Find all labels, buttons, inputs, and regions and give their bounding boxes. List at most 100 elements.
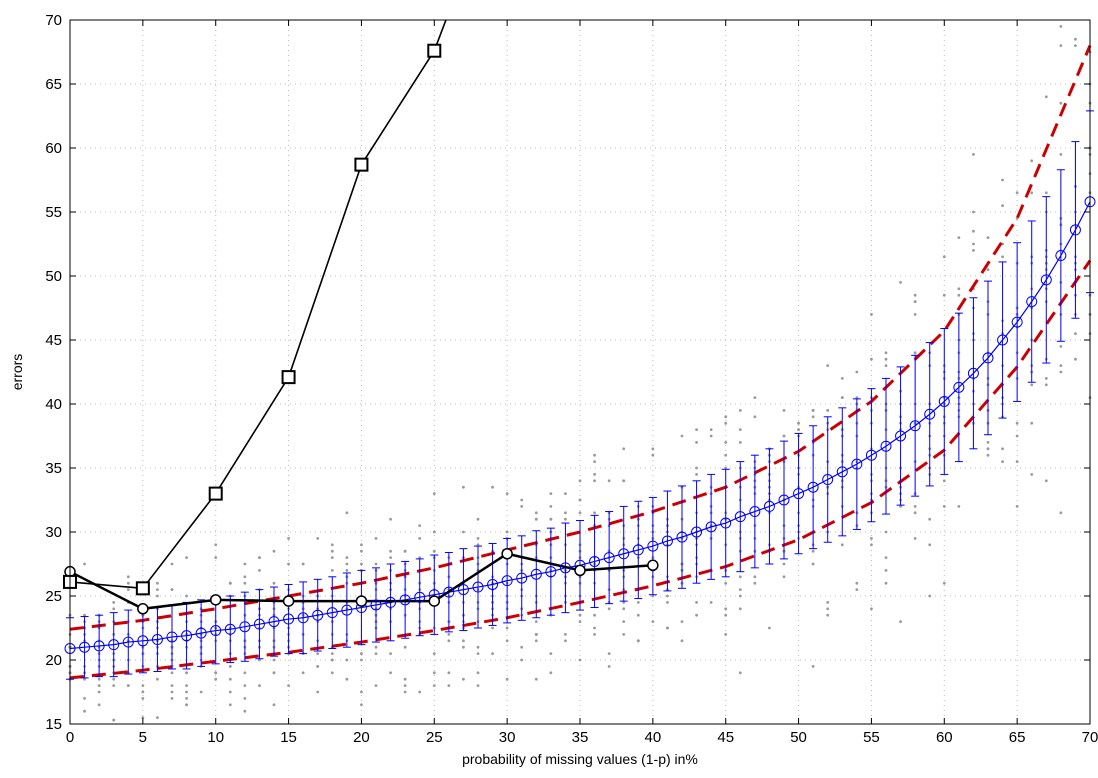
scatter-point xyxy=(272,671,276,675)
scatter-point xyxy=(695,441,698,444)
scatter-point xyxy=(768,626,771,630)
mean-point xyxy=(938,395,950,407)
scatter-point xyxy=(1001,255,1004,259)
mean-point xyxy=(443,586,455,598)
scatter-point xyxy=(666,601,669,604)
x-tick-label: 10 xyxy=(207,729,224,746)
scatter-point xyxy=(724,613,728,617)
mean-point xyxy=(137,635,149,647)
scatter-point xyxy=(855,396,859,399)
x-tick-label: 40 xyxy=(645,729,662,746)
square-point xyxy=(208,486,223,501)
scatter-point xyxy=(330,671,334,675)
scatter-point xyxy=(505,492,509,495)
mean-point xyxy=(778,494,790,506)
y-tick-label: 20 xyxy=(45,652,62,669)
scatter-point xyxy=(185,690,188,694)
mean-point xyxy=(1026,296,1038,308)
scatter-point xyxy=(97,690,101,694)
mean-point xyxy=(239,621,251,633)
x-tick-label: 50 xyxy=(790,729,807,746)
scatter-point xyxy=(126,581,130,585)
scatter-point xyxy=(797,428,800,431)
tick-labels: 0 5 10 15 20 25 30 35 40 45 50 55 60 65 70 15 20 25 30 35 40… xyxy=(45,12,1098,746)
y-tick-label: 45 xyxy=(45,332,62,349)
mean-point xyxy=(385,596,397,608)
scatter-point xyxy=(112,677,116,681)
scatter-point xyxy=(680,434,684,438)
scatter-point xyxy=(1074,37,1077,41)
scatter-point xyxy=(1015,421,1019,425)
scatter-point xyxy=(403,690,407,694)
scatter-point xyxy=(97,677,101,681)
y-tick-label: 30 xyxy=(45,524,62,541)
scatter-point xyxy=(243,581,247,585)
scatter-point xyxy=(1059,364,1063,367)
scatter-point xyxy=(112,684,116,687)
scatter-point xyxy=(505,626,509,630)
scatter-point xyxy=(695,601,698,604)
scatter-point xyxy=(942,479,946,483)
scatter-point xyxy=(593,633,596,636)
scatter-point xyxy=(476,517,480,521)
scatter-point xyxy=(462,485,465,489)
scatter-point xyxy=(228,665,232,668)
scatter-point xyxy=(462,677,465,681)
scatter-point xyxy=(534,633,538,636)
scatter-point xyxy=(126,588,130,591)
scatter-point xyxy=(199,690,203,694)
scatter-point xyxy=(432,684,436,687)
scatter-point xyxy=(1001,204,1004,208)
scatter-point xyxy=(520,645,524,649)
scatter-points xyxy=(68,25,1092,722)
scatter-point xyxy=(986,268,990,271)
scatter-point xyxy=(695,613,698,617)
scatter-point xyxy=(360,562,363,566)
scatter-point xyxy=(1074,332,1077,335)
scatter-point xyxy=(870,357,873,361)
scatter-point xyxy=(1015,460,1019,463)
mean-point xyxy=(370,599,382,611)
x-tick-label: 20 xyxy=(353,729,370,746)
scatter-point xyxy=(826,607,830,611)
scatter-point xyxy=(534,677,538,681)
scatter-point xyxy=(549,505,553,508)
scatter-point xyxy=(593,473,596,476)
scatter-point xyxy=(345,677,349,681)
scatter-point xyxy=(928,543,932,547)
scatter-point xyxy=(972,242,975,246)
scatter-point xyxy=(651,453,655,457)
y-axis-label: errors xyxy=(9,354,25,391)
scatter-point xyxy=(1030,383,1034,387)
scatter-point xyxy=(942,581,946,585)
scatter-point xyxy=(389,671,392,675)
scatter-point xyxy=(738,588,742,591)
scatter-point xyxy=(243,575,247,579)
scatter-point xyxy=(272,549,276,553)
y-tick-label: 35 xyxy=(45,460,62,477)
scatter-point xyxy=(578,498,582,502)
scatter-point xyxy=(593,453,596,457)
scatter-point xyxy=(505,530,509,534)
scatter-point xyxy=(782,575,786,579)
scatter-point xyxy=(753,575,757,579)
scatter-point xyxy=(811,415,815,419)
scatter-point xyxy=(272,703,276,707)
circle-point xyxy=(428,595,441,607)
scatter-point xyxy=(156,677,159,681)
mean-point xyxy=(603,552,615,564)
scatter-point xyxy=(476,671,480,675)
scatter-point xyxy=(360,658,363,662)
scatter-point xyxy=(622,607,626,611)
scatter-point xyxy=(797,421,800,425)
scatter-point xyxy=(520,505,524,508)
scatter-point xyxy=(972,153,975,156)
scatter-point xyxy=(534,639,538,643)
scatter-point xyxy=(258,556,261,559)
scatter-point xyxy=(243,671,247,675)
circle-point xyxy=(647,559,659,572)
mean-point xyxy=(982,352,994,364)
scatter-point xyxy=(884,351,888,355)
scatter-point xyxy=(986,453,990,457)
scatter-point xyxy=(432,671,436,675)
